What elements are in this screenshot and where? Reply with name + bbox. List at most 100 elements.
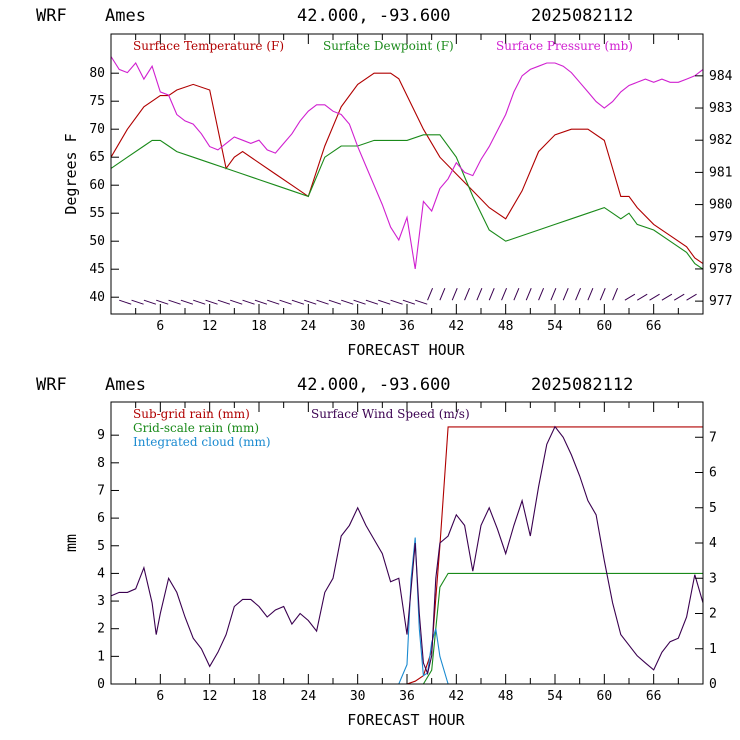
chart1-y-left-tick-label: 80: [89, 66, 105, 81]
chart1-wind-barb: [624, 293, 636, 301]
chart2-legend-integrated-cloud: Integrated cloud (mm): [133, 435, 271, 449]
chart2-y-right-tick-label: 1: [709, 642, 717, 657]
chart2-y-right-tick-label: 0: [709, 677, 717, 692]
chart1-x-tick-label: 66: [646, 319, 662, 334]
chart1-x-tick-label: 42: [449, 319, 465, 334]
chart1-series-2-line: [110, 56, 704, 269]
chart2-y-axis-label: mm: [62, 534, 80, 552]
chart2-x-tick-label: 42: [449, 689, 465, 704]
chart1-x-ticks: 6 12 18 24 30 36 42 48 54 60 66: [135, 34, 679, 334]
chart2-header: WRF Ames 42.000, -93.600 2025082112: [36, 375, 633, 395]
chart1-x-tick-label: 6: [156, 319, 164, 334]
chart1-legend-dewpoint: Surface Dewpoint (F): [323, 39, 454, 53]
chart2-x-tick-label: 66: [646, 689, 662, 704]
chart1-wind-barb: [464, 288, 471, 301]
chart1-x-tick-label: 60: [597, 319, 613, 334]
chart1-y-left-tick-label: 50: [89, 234, 105, 249]
chart1-wind-barb: [673, 293, 685, 301]
chart2-y-left-tick-label: 5: [97, 539, 105, 554]
chart1-wind-barb: [267, 299, 280, 305]
chart1-wind-barb: [612, 288, 619, 301]
chart2-y-left-tick-label: 3: [97, 594, 105, 609]
chart2-x-tick-label: 24: [301, 689, 317, 704]
chart1-wind-barb: [636, 293, 648, 301]
chart1-header: WRF Ames 42.000, -93.600 2025082112: [36, 6, 633, 26]
chart2-y-right-tick-label: 3: [709, 571, 717, 586]
chart1-wind-barb: [143, 299, 157, 305]
chart1-x-tick-label: 36: [399, 319, 415, 334]
chart2-x-tick-label: 6: [156, 689, 164, 704]
chart2-x-tick-label: 18: [251, 689, 267, 704]
chart1-legend: Surface Temperature (F) Surface Dewpoint…: [133, 39, 633, 53]
chart1-y-left-tick-label: 65: [89, 150, 105, 165]
chart1-wind-barb: [328, 299, 342, 305]
chart1-y-left-ticks: 40 45 50 55 60 65 70 75 80: [89, 66, 119, 305]
chart1-y-right-tick-label: 977: [709, 294, 732, 309]
chart1-wind-barb: [550, 288, 557, 301]
chart2-x-tick-label: 36: [399, 689, 415, 704]
chart2-y-left-tick-label: 2: [97, 622, 105, 637]
chart1-wind-barbs: [119, 288, 697, 305]
chart1-y-left-tick-label: 70: [89, 122, 105, 137]
chart2-y-left-tick-label: 0: [97, 677, 105, 692]
chart1-wind-barb: [217, 299, 231, 305]
chart2-y-left-tick-label: 4: [97, 566, 105, 581]
chart1-wind-barb: [402, 299, 416, 305]
chart2-series-3-line: [110, 425, 704, 676]
chart1-x-axis-label: FORECAST HOUR: [347, 341, 465, 359]
chart2-y-right-ticks: 0 1 2 3 4 5 6 7: [695, 430, 717, 692]
chart2-y-right-tick-label: 4: [709, 536, 717, 551]
chart2-coords-label: 42.000, -93.600: [297, 375, 451, 395]
chart1-site-label: Ames: [105, 6, 146, 26]
chart1-series-layer: [110, 56, 704, 270]
chart1-wind-barb: [390, 299, 403, 305]
chart1-wind-barb: [180, 299, 194, 305]
chart2-x-tick-label: 54: [547, 689, 563, 704]
chart1-series-1-line: [110, 134, 704, 270]
chart2-y-right-tick-label: 6: [709, 466, 717, 481]
chart1-y-right-tick-label: 980: [709, 198, 732, 213]
chart2-legend-wind-speed: Surface Wind Speed (m/s): [311, 407, 470, 421]
chart1-y-left-tick-label: 75: [89, 94, 105, 109]
chart2-x-tick-label: 12: [202, 689, 218, 704]
chart1-x-tick-label: 24: [301, 319, 317, 334]
chart1-wind-barb: [439, 288, 446, 301]
chart1-wind-barb: [427, 288, 434, 301]
chart1-wind-barb: [599, 288, 606, 301]
chart1-wind-barb: [205, 299, 218, 305]
chart1-wind-barb: [686, 293, 697, 301]
chart2-y-left-ticks: 0 1 2 3 4 5 6 7 8 9: [97, 428, 119, 692]
chart1-wind-barb: [316, 299, 329, 305]
chart2-legend-subgrid-rain: Sub-grid rain (mm): [133, 407, 250, 421]
chart1-wind-barb: [242, 299, 255, 305]
chart2-y-left-tick-label: 7: [97, 483, 105, 498]
chart1-wind-barb: [168, 299, 181, 305]
chart2-legend-gridscale-rain: Grid-scale rain (mm): [133, 421, 259, 435]
chart1-run-label: 2025082112: [531, 6, 633, 26]
chart2-series-0-line: [111, 426, 703, 685]
chart1-wind-barb: [131, 299, 144, 305]
chart1-wind-barb: [575, 288, 582, 301]
chart1-x-tick-label: 12: [202, 319, 218, 334]
chart1-y-right-tick-label: 983: [709, 101, 732, 116]
chart1-wind-barb: [501, 288, 508, 301]
chart1-y-right-tick-label: 982: [709, 133, 732, 148]
chart1-legend-pressure: Surface Pressure (mb): [496, 39, 633, 53]
chart2-legend: Sub-grid rain (mm) Surface Wind Speed (m…: [133, 407, 470, 449]
chart1-wind-barb: [341, 299, 354, 305]
chart1-legend-temperature: Surface Temperature (F): [133, 39, 284, 53]
chart1-wind-barb: [661, 293, 673, 301]
chart1-wind-barb: [156, 299, 169, 305]
chart1-y-axis-label: Degrees F: [62, 133, 80, 214]
chart1-wind-barb: [415, 299, 428, 305]
chart1-x-tick-label: 48: [498, 319, 514, 334]
chart1-wind-barb: [525, 288, 532, 301]
chart2-site-label: Ames: [105, 375, 146, 395]
chart1-x-tick-label: 18: [251, 319, 267, 334]
chart1-wind-barb: [378, 299, 391, 305]
chart1-model-label: WRF: [36, 6, 67, 26]
chart1-wind-barb: [562, 288, 569, 301]
chart1-y-right-tick-label: 978: [709, 262, 732, 277]
chart1-y-right-tick-label: 984: [709, 69, 733, 84]
